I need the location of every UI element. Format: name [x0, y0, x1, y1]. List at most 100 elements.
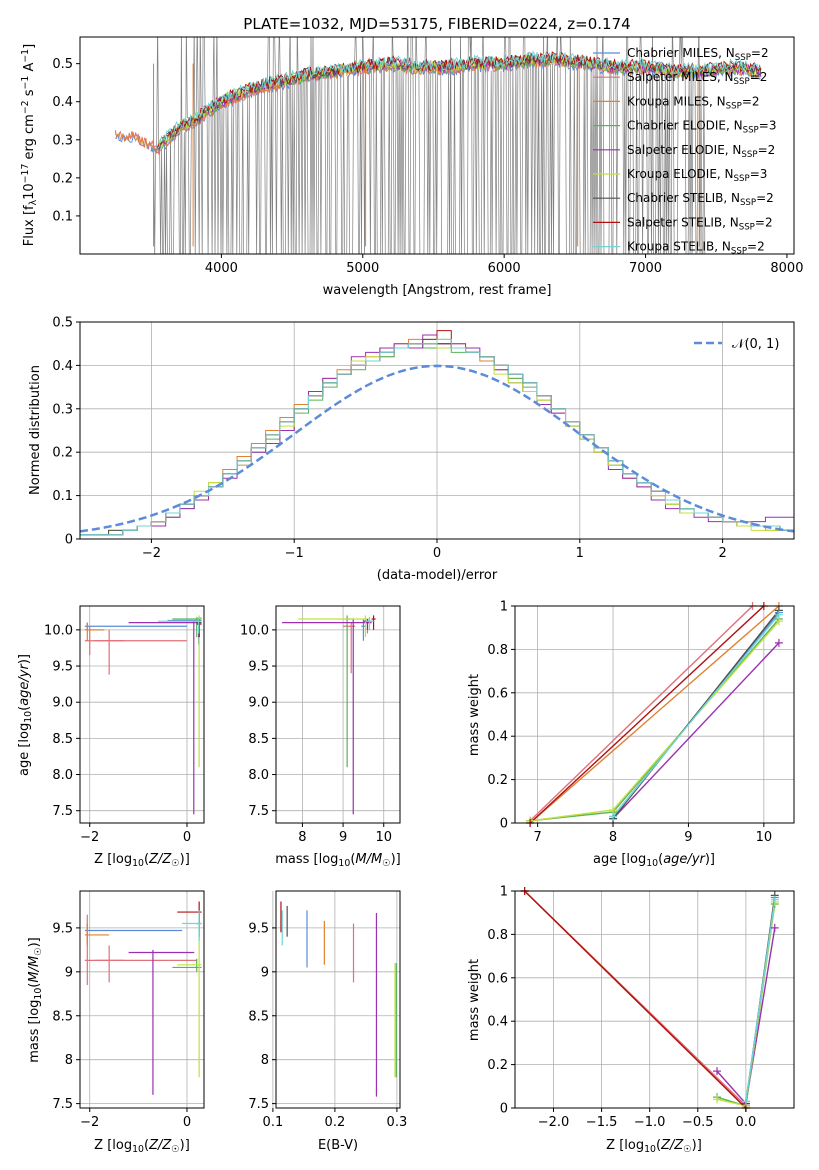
- legend-entry: 𝒩(0, 1): [732, 337, 779, 352]
- weight-marker: [741, 1097, 750, 1106]
- plot-area: [114, 37, 762, 254]
- label-part: /: [157, 852, 164, 867]
- axes-frame: [79, 36, 795, 255]
- label-part: =2: [747, 240, 765, 254]
- mass-vs-z-axes: −2 07.588.599.5Z [log10(Z/Z☉)]mass [log10…: [27, 890, 205, 1155]
- label-part: SSP: [741, 150, 757, 160]
- x-tick-label: 0: [433, 546, 441, 561]
- y-tick-label: 8.5: [52, 732, 73, 747]
- label-part: Kroupa STELIB, N: [627, 240, 731, 254]
- label-part: /: [27, 965, 42, 972]
- label-part: =2: [758, 143, 776, 157]
- y-tick-label: 0.2: [487, 773, 508, 788]
- label-part: Flux [f: [22, 205, 37, 246]
- legend-entry: Chabrier MILES, NSSP=2: [627, 46, 769, 63]
- label-part: /: [686, 852, 693, 867]
- weight-series-line: [745, 899, 776, 1102]
- weight-series-line: [529, 606, 765, 823]
- figure-title: PLATE=1032, MJD=53175, FIBERID=0224, z=0…: [243, 15, 630, 33]
- spectrum-model-line: [157, 52, 762, 150]
- y-tick-label: 0.1: [52, 489, 73, 504]
- label-part: M: [27, 971, 42, 982]
- y-tick-label: 7.5: [52, 1097, 73, 1112]
- y-tick-label: 0.5: [52, 316, 73, 331]
- y-tick-label: 0.4: [487, 1015, 508, 1030]
- ebv-x-label: E(B-V): [318, 1138, 358, 1153]
- label-part: =2: [751, 46, 769, 60]
- y-tick-label: 7.5: [52, 804, 73, 819]
- plot-area: [84, 901, 202, 1095]
- residuals-y-label: Normed distribution: [28, 365, 43, 495]
- label-part: SSP: [739, 222, 755, 232]
- label-part: Z [log: [606, 1138, 644, 1153]
- weight-marker: [770, 923, 779, 932]
- label-part: s: [22, 89, 37, 100]
- age-vs-z-x-label: Z [log10(Z/Z☉)]: [94, 852, 190, 869]
- label-part: 10: [132, 858, 144, 869]
- weight-marker: [770, 895, 779, 904]
- x-tick-label: 9: [684, 830, 692, 845]
- label-part: Chabrier STELIB, N: [627, 191, 740, 205]
- x-tick-label: 0.2: [325, 1115, 346, 1130]
- label-part: yr: [691, 852, 707, 867]
- label-part: )]: [180, 1138, 190, 1153]
- label-part: Salpeter ELODIE, N: [627, 143, 741, 157]
- x-tick-label: 0: [183, 1115, 191, 1130]
- axes-frame: [79, 605, 205, 824]
- weight-marker: [774, 610, 783, 619]
- weight-marker: [713, 1095, 722, 1104]
- label-part: A: [22, 63, 37, 76]
- plot-area: [529, 606, 780, 823]
- label-part: −2: [20, 100, 31, 114]
- label-part: age: [663, 852, 687, 867]
- label-part: 10: [338, 858, 350, 869]
- spectrum-y-label: Flux [fλ10−17 erg cm−2 s−1 A−1]: [20, 44, 39, 246]
- x-tick-label: 1: [576, 546, 584, 561]
- label-part: Z [log: [94, 1138, 132, 1153]
- label-part: −17: [20, 164, 31, 184]
- y-tick-label: 9.5: [52, 660, 73, 675]
- legend-entry: Salpeter ELODIE, NSSP=2: [627, 143, 775, 160]
- label-part: )]: [27, 937, 42, 947]
- label-part: Z: [161, 852, 172, 867]
- y-tick-label: 0.5: [52, 57, 73, 72]
- residuals-axes: −2 −1 0 1 2 0 0.1 0.2 0.3 0.4 0.5 𝒩(0, 1) (data-mode…: [28, 316, 795, 583]
- age-vs-mass-x-label: mass [log10(M/M☉)]: [275, 852, 401, 869]
- weight-series-line: [612, 614, 780, 817]
- x-tick-label: −1: [285, 546, 304, 561]
- label-part: erg cm: [22, 114, 37, 163]
- label-part: SSP: [743, 126, 759, 136]
- x-tick-label: 5000: [346, 261, 379, 276]
- spectrum-model-line: [157, 51, 762, 151]
- x-tick-label: −2: [80, 1115, 99, 1130]
- y-tick-label: 10.0: [240, 623, 269, 638]
- legend-entry: Kroupa ELODIE, NSSP=3: [627, 167, 767, 184]
- x-tick-label: −2: [142, 546, 161, 561]
- plot-area: [80, 330, 794, 539]
- weight-series-line: [612, 642, 780, 820]
- y-tick-label: 8: [65, 1053, 73, 1068]
- label-part: (: [144, 852, 149, 867]
- x-tick-label: −1.5: [586, 1115, 618, 1130]
- axes-frame: [514, 605, 795, 824]
- y-tick-label: 7.5: [248, 1097, 269, 1112]
- x-tick-label: 4000: [205, 261, 238, 276]
- label-part: =2: [750, 70, 768, 84]
- x-tick-label: 0.0: [736, 1115, 757, 1130]
- legend-entry: Chabrier STELIB, NSSP=2: [627, 191, 774, 208]
- x-tick-label: 7: [533, 830, 541, 845]
- label-part: Z: [673, 1138, 684, 1153]
- label-part: age [log: [17, 723, 32, 776]
- residuals-x-label: (data-model)/error: [377, 568, 498, 583]
- label-part: ☉: [33, 947, 44, 955]
- label-part: (: [658, 852, 663, 867]
- label-part: SSP: [734, 174, 750, 184]
- label-part: −1: [20, 49, 31, 63]
- y-tick-label: 0: [65, 533, 73, 548]
- label-part: Salpeter STELIB, N: [627, 215, 739, 229]
- x-tick-label: −1.0: [634, 1115, 666, 1130]
- axes-frame: [514, 890, 795, 1109]
- y-tick-label: 0.4: [52, 95, 73, 110]
- x-tick-label: 0.3: [387, 1115, 408, 1130]
